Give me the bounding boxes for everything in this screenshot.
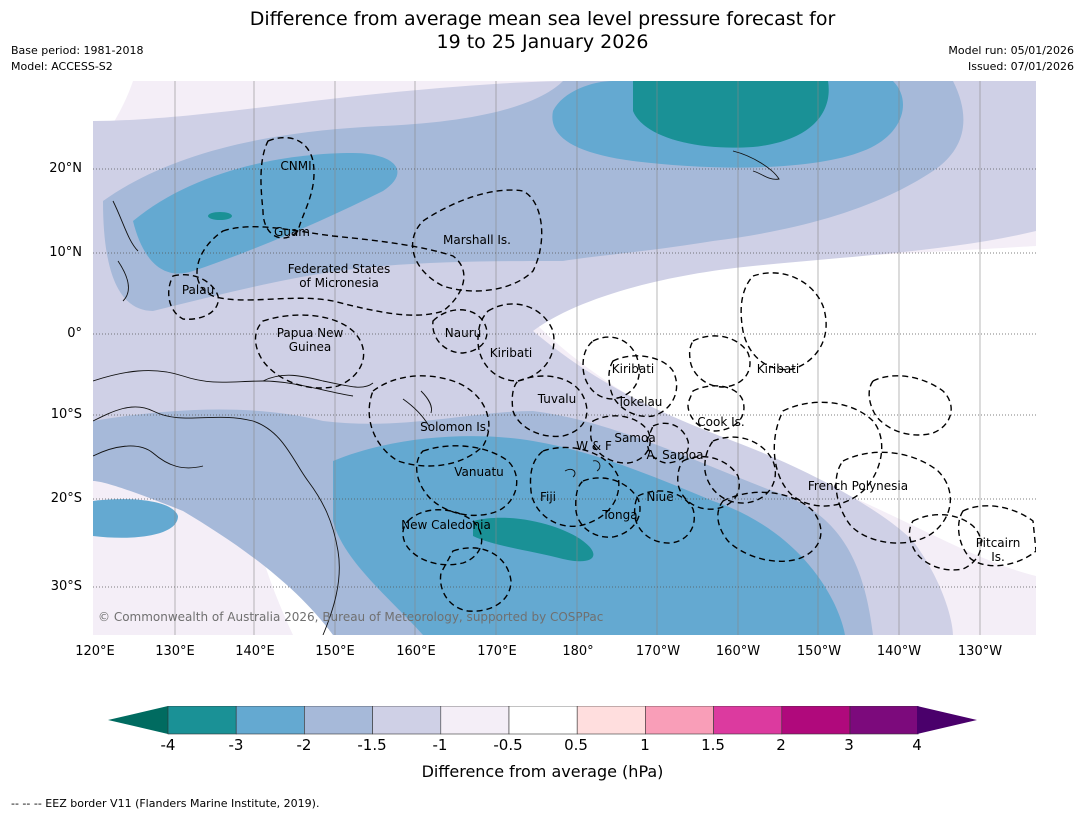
region-label-cnmi: CNMI <box>280 159 312 173</box>
colorbar-tick: -3 <box>228 736 244 754</box>
colorbar-tick: -4 <box>160 736 176 754</box>
colorbar-tick: -2 <box>296 736 312 754</box>
colorbar-tick: -1 <box>432 736 448 754</box>
pressure-anomaly-map <box>93 81 1036 635</box>
colorbar-segment <box>372 706 442 735</box>
run-info: Model run: 05/01/2026 Issued: 07/01/2026 <box>948 43 1074 75</box>
region-label-vanuatu: Vanuatu <box>454 465 504 479</box>
region-label-fiji: Fiji <box>539 490 557 504</box>
latitude-gridlines <box>93 168 1036 588</box>
colorbar-segment <box>576 706 646 735</box>
region-label-pitcairn: Pitcairn Is. <box>976 536 1021 564</box>
region-label-kiribati-central: Kiribati <box>611 362 655 376</box>
colorbar-tick: -1.5 <box>357 736 387 754</box>
issued-date: Issued: 07/01/2026 <box>967 60 1074 73</box>
anomaly-band-minus2-south <box>333 436 845 635</box>
lon-label-160w: 160°W <box>715 644 761 659</box>
anomaly-band-minus3-south <box>473 517 594 562</box>
lat-label-30s: 30°S <box>50 579 82 594</box>
colorbar-segment <box>713 706 783 735</box>
region-label-new-caledonia: New Caledonia <box>401 518 491 532</box>
title-line-2: 19 to 25 January 2026 <box>436 31 649 53</box>
title-line-1: Difference from average mean sea level p… <box>249 8 836 30</box>
colorbar-tick: 4 <box>912 736 922 754</box>
region-label-niue: Niue <box>646 490 674 504</box>
longitude-gridlines <box>174 81 981 635</box>
model-run-date: Model run: 05/01/2026 <box>948 44 1074 57</box>
lat-label-20s: 20°S <box>50 491 82 506</box>
model-name: Model: ACCESS-S2 <box>11 60 113 73</box>
lat-label-10n: 10°N <box>49 245 82 260</box>
region-label-french-polynesia: French Polynesia <box>807 479 909 493</box>
colorbar-segment <box>645 706 714 735</box>
eez-borders <box>167 137 1036 612</box>
map-canvas <box>93 81 1036 635</box>
region-label-samoa: Samoa <box>614 431 656 445</box>
lon-label-170e: 170°E <box>477 644 517 659</box>
lat-label-20n: 20°N <box>49 161 82 176</box>
colorbar <box>108 706 977 735</box>
region-label-png-line2: Guinea <box>288 340 332 354</box>
region-label-kiribati-west: Kiribati <box>489 346 533 360</box>
lon-label-150w: 150°W <box>796 644 842 659</box>
colorbar-tick: 2 <box>776 736 786 754</box>
eez-footnote: -- -- -- EEZ border V11 (Flanders Marine… <box>11 797 320 810</box>
colorbar-segment <box>304 706 373 735</box>
region-label-fsm: Federated States of Micronesia <box>288 262 390 290</box>
model-info: Base period: 1981-2018 Model: ACCESS-S2 <box>11 43 143 75</box>
region-label-png: Papua New Guinea <box>277 326 344 354</box>
colorbar-tick: 1 <box>640 736 650 754</box>
colorbar-segment <box>781 706 851 735</box>
colorbar-segment <box>167 706 237 735</box>
copyright-notice: © Commonwealth of Australia 2026, Bureau… <box>98 610 604 624</box>
base-period: Base period: 1981-2018 <box>11 44 144 57</box>
anomaly-band-minus3-north <box>633 81 829 148</box>
colorbar-segment <box>849 706 919 735</box>
region-label-palau: Palau <box>181 283 215 297</box>
region-label-guam: Guam <box>274 225 310 239</box>
colorbar-tick: 1.5 <box>701 736 725 754</box>
lon-label-180: 180° <box>562 644 594 659</box>
region-label-nauru: Nauru <box>444 326 482 340</box>
lon-label-130e: 130°E <box>155 644 195 659</box>
region-label-solomon: Solomon Is. <box>420 420 490 434</box>
region-label-marshall: Marshall Is. <box>443 233 511 247</box>
anomaly-band-minus2-sw <box>93 499 178 538</box>
region-label-pitcairn-line2: Is. <box>991 550 1005 564</box>
region-label-fsm-line1: Federated States <box>287 262 391 276</box>
region-label-fsm-line2: of Micronesia <box>299 276 379 290</box>
region-label-tuvalu: Tuvalu <box>537 392 577 406</box>
lon-label-150e: 150°E <box>315 644 355 659</box>
lon-label-140e: 140°E <box>235 644 275 659</box>
colorbar-under-arrow <box>108 706 168 734</box>
lon-label-120e: 120°E <box>75 644 115 659</box>
region-label-tokelau: Tokelau <box>617 395 663 409</box>
lat-label-equator: 0° <box>67 326 82 341</box>
region-label-american-samoa: A. Samoa <box>646 448 704 462</box>
colorbar-segment <box>440 706 510 735</box>
anomaly-band-minus3-small <box>208 212 232 220</box>
colorbar-tick: -0.5 <box>493 736 523 754</box>
region-label-cook: Cook Is. <box>697 415 745 429</box>
lon-label-160e: 160°E <box>396 644 436 659</box>
map-title: Difference from average mean sea level p… <box>0 8 1085 54</box>
colorbar-tick: 3 <box>844 736 854 754</box>
anomaly-band-minus2-west <box>133 153 398 274</box>
region-label-tonga: Tonga <box>602 508 638 522</box>
region-label-kiribati-east: Kiribati <box>756 362 800 376</box>
coastlines <box>93 150 780 635</box>
region-label-pitcairn-line1: Pitcairn <box>975 536 1021 550</box>
region-label-wallis-futuna: W & F <box>576 439 612 453</box>
colorbar-segments <box>167 706 919 735</box>
colorbar-segment <box>235 706 305 735</box>
lon-label-140w: 140°W <box>876 644 922 659</box>
colorbar-tick: 0.5 <box>564 736 588 754</box>
lat-label-10s: 10°S <box>50 407 82 422</box>
lon-label-170w: 170°W <box>635 644 681 659</box>
region-label-png-line1: Papua New <box>276 326 344 340</box>
colorbar-segment <box>508 706 578 735</box>
colorbar-label: Difference from average (hPa) <box>421 762 664 781</box>
colorbar-over-arrow <box>917 706 977 734</box>
lon-label-130w: 130°W <box>957 644 1003 659</box>
